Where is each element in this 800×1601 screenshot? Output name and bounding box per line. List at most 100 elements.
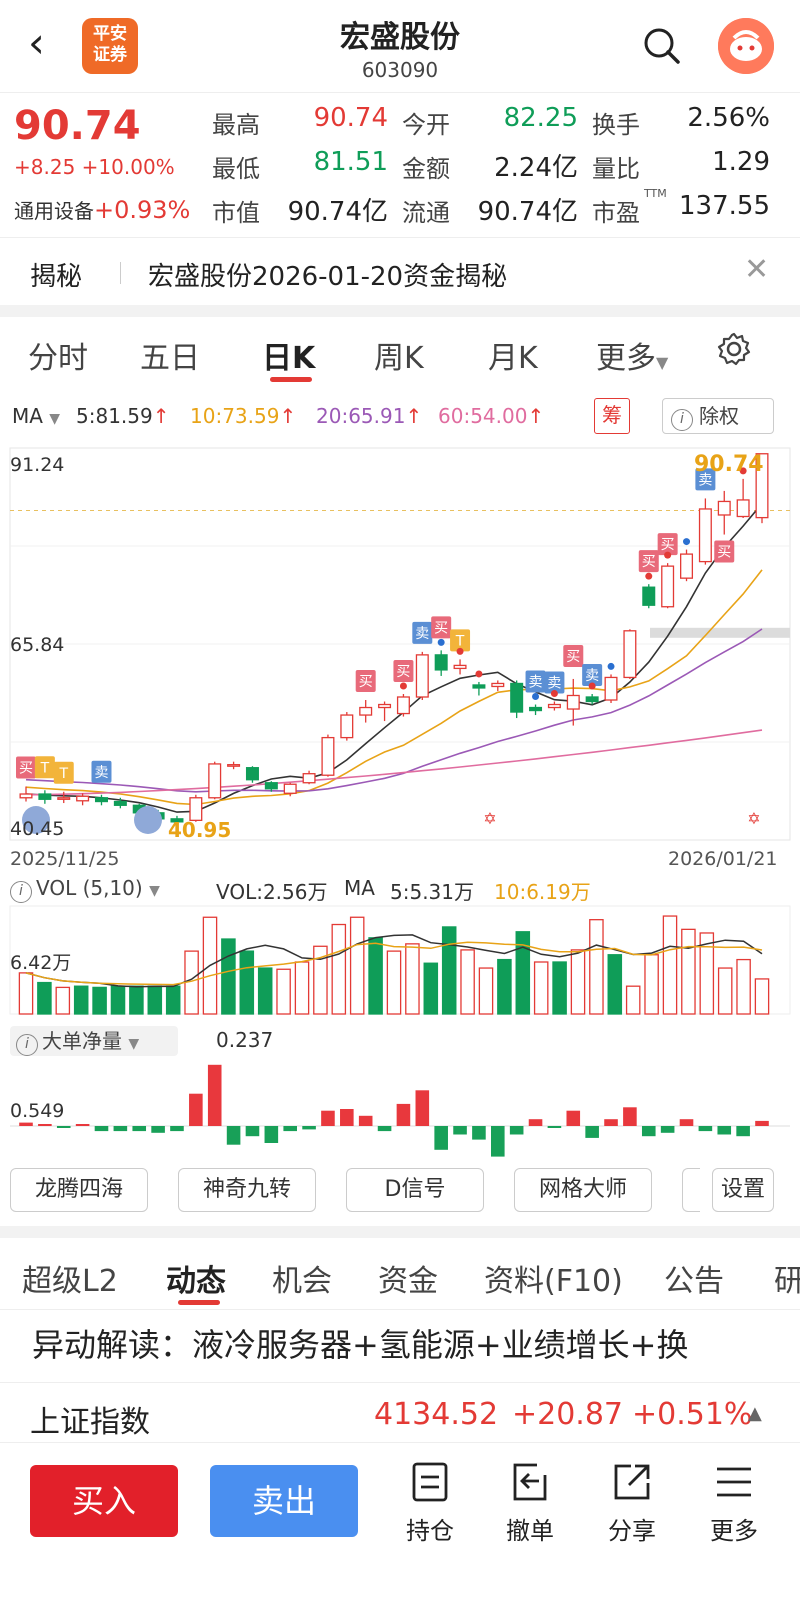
bigorder-bar [509, 1126, 524, 1135]
content-tabs: 超级L2 动态 机会 资金 资料(F10) 公告 研 [0, 1238, 800, 1310]
price-axis-mid: 65.84 [10, 634, 65, 656]
header-bar: ‹ 平安证券 宏盛股份 603090 [0, 0, 800, 92]
change-amount: +8.25 [14, 155, 76, 179]
tab-opportunity[interactable]: 机会 [272, 1264, 332, 1299]
bigorder-indicator-selector[interactable]: i 大单净量 ▼ [10, 1026, 178, 1056]
buy-button[interactable]: 买入 [30, 1465, 178, 1537]
indicator-grid-master[interactable]: 网格大师 [514, 1168, 652, 1212]
volume-bar [257, 967, 273, 1015]
indicator-more[interactable] [682, 1168, 700, 1212]
search-icon[interactable] [640, 24, 684, 68]
cancel-order-icon [488, 1459, 572, 1505]
quote-field-label: 最低 [212, 155, 260, 183]
sector-info[interactable]: 通用设备+0.93% [14, 195, 190, 224]
candle [510, 682, 524, 713]
signal-tag [582, 663, 603, 686]
position-button[interactable]: 持仓 [388, 1459, 472, 1546]
signal-tag-text: T [455, 633, 465, 649]
signal-tag-text: 买 [359, 674, 373, 690]
signal-tag [355, 670, 376, 693]
quote-field-value: 81.51 [313, 147, 388, 177]
volume-bar [699, 932, 715, 1015]
volume-bar [515, 931, 531, 1015]
volume-bar [552, 961, 567, 1015]
divider [120, 262, 121, 284]
indicator-d-signal[interactable]: D信号 [346, 1168, 484, 1212]
volume-bar [662, 915, 678, 1015]
volume-bar [625, 985, 641, 1015]
reveal-text[interactable]: 宏盛股份2026-01-20资金揭秘 [148, 262, 508, 292]
marker-dot [456, 647, 464, 655]
quote-field-label: 流通 [402, 199, 450, 227]
tab-daily-k[interactable]: 日K [262, 341, 316, 376]
tab-five-day[interactable]: 五日 [140, 341, 200, 376]
candle [717, 500, 731, 516]
tab-monthly-k[interactable]: 月K [488, 341, 538, 376]
candle [113, 800, 127, 806]
tab-announcement[interactable]: 公告 [664, 1264, 724, 1299]
indicator-longteng[interactable]: 龙腾四海 [10, 1168, 148, 1212]
share-button[interactable]: 分享 [590, 1459, 674, 1546]
bigorder-top-value: 0.237 [216, 1028, 274, 1052]
kline-chart-area[interactable]: 买 T T 卖买买卖买 T 卖卖买卖买买买卖 ✡ ✡ 91.24 65.84 40.45 90… [0, 440, 800, 1160]
candle [661, 565, 675, 608]
signal-tag-text: 买 [642, 554, 656, 570]
ma-selector[interactable]: MA ▼ [12, 404, 60, 428]
signal-tag [544, 671, 565, 694]
quote-field-value: 90.74 [313, 103, 388, 133]
tab-more[interactable]: 更多▼ [596, 333, 668, 377]
quote-field-value: 2.24亿 [494, 153, 578, 183]
price-axis-top: 91.24 [10, 454, 65, 476]
marker-dot [664, 551, 672, 559]
bigorder-bar [679, 1119, 694, 1126]
tab-capital[interactable]: 资金 [378, 1264, 438, 1299]
ma5-line [25, 503, 763, 813]
index-ticker[interactable]: 上证指数 4134.52 +20.87 +0.51% ▲ [0, 1382, 800, 1442]
signal-tag [657, 533, 678, 556]
bigorder-bar [19, 1122, 33, 1126]
more-button[interactable]: 更多 [692, 1459, 776, 1546]
settings-gear-icon[interactable] [716, 331, 752, 371]
cancel-order-button[interactable]: 撤单 [488, 1459, 572, 1546]
change-percent: +10.00% [81, 155, 175, 179]
up-arrow-icon: ↑ [405, 404, 423, 428]
dropdown-icon: ▼ [149, 883, 160, 899]
star-marker-icon: ✡ [747, 809, 760, 828]
volume-bar [294, 961, 310, 1015]
volume-bar [441, 926, 457, 1015]
reveal-bar[interactable]: 揭秘 宏盛股份2026-01-20资金揭秘 ✕ [0, 237, 800, 305]
tab-f10[interactable]: 资料(F10) [484, 1264, 623, 1299]
signal-tag [450, 629, 471, 652]
ma20-value: 20:65.91↑ [316, 404, 422, 428]
ma10-text: 10:73.59 [190, 404, 280, 428]
adjust-button[interactable]: i 除权 [662, 398, 774, 434]
tab-intraday[interactable]: 分时 [28, 341, 88, 376]
back-arrow-icon[interactable]: ‹ [28, 18, 45, 67]
tab-super-l2[interactable]: 超级L2 [22, 1264, 118, 1299]
news-headline[interactable]: 异动解读：液冷服务器+氢能源+业绩增长+换 [32, 1326, 689, 1364]
sell-button[interactable]: 卖出 [210, 1465, 358, 1537]
chip-distribution-button[interactable]: 筹 [594, 398, 630, 434]
close-icon[interactable]: ✕ [744, 252, 770, 287]
candle [755, 453, 769, 519]
indicator-settings[interactable]: 设置 [712, 1168, 774, 1212]
tab-weekly-k[interactable]: 周K [374, 341, 424, 376]
bigorder-bar [755, 1120, 769, 1126]
tab-research[interactable]: 研 [774, 1264, 800, 1299]
volume-bar [589, 919, 604, 1015]
bigorder-bar [340, 1109, 354, 1126]
volume-indicator-selector[interactable]: i VOL (5,10) ▼ [10, 876, 190, 906]
candle [245, 767, 259, 781]
candle [359, 706, 373, 716]
assistant-avatar-icon[interactable] [718, 18, 774, 74]
marker-dot [739, 467, 747, 475]
tab-dynamics[interactable]: 动态 [166, 1264, 226, 1299]
indicator-jiuzhuan[interactable]: 神奇九转 [178, 1168, 316, 1212]
volume-ma10: 10:6.19万 [494, 880, 591, 904]
quote-field-label: 量比 [592, 155, 640, 183]
signal-tag [563, 644, 584, 667]
bigorder-bar [415, 1090, 430, 1126]
expand-up-icon[interactable]: ▲ [748, 1403, 762, 1424]
ma10-line [25, 569, 763, 806]
